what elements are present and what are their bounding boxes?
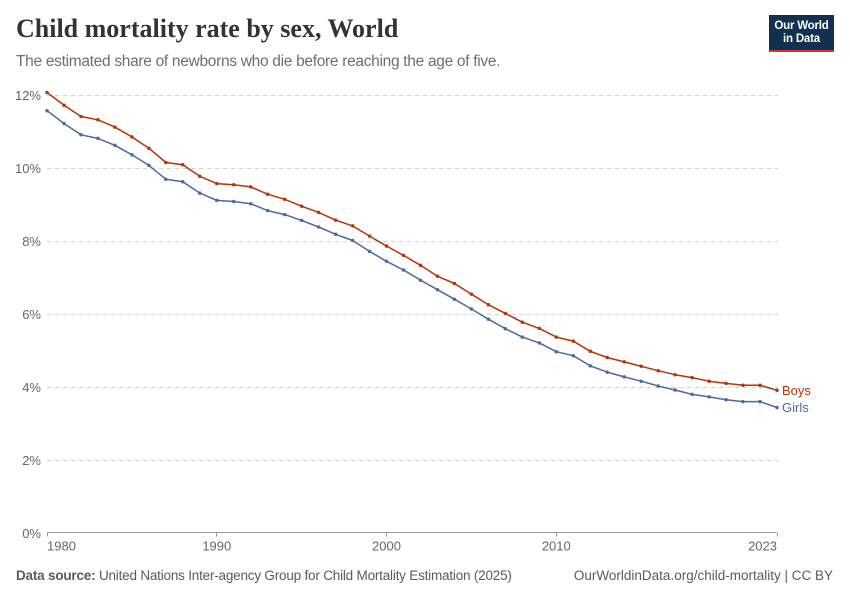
- svg-text:2%: 2%: [22, 453, 41, 468]
- svg-text:1980: 1980: [47, 539, 76, 554]
- svg-text:2023: 2023: [748, 539, 777, 554]
- svg-text:Boys: Boys: [782, 383, 811, 398]
- svg-text:4%: 4%: [22, 380, 41, 395]
- svg-text:6%: 6%: [22, 307, 41, 322]
- svg-text:2000: 2000: [372, 539, 401, 554]
- svg-text:1990: 1990: [202, 539, 231, 554]
- svg-text:8%: 8%: [22, 234, 41, 249]
- svg-text:0%: 0%: [22, 526, 41, 541]
- svg-text:Girls: Girls: [782, 400, 809, 415]
- svg-text:10%: 10%: [15, 161, 41, 176]
- svg-text:12%: 12%: [15, 88, 41, 103]
- svg-text:2010: 2010: [542, 539, 571, 554]
